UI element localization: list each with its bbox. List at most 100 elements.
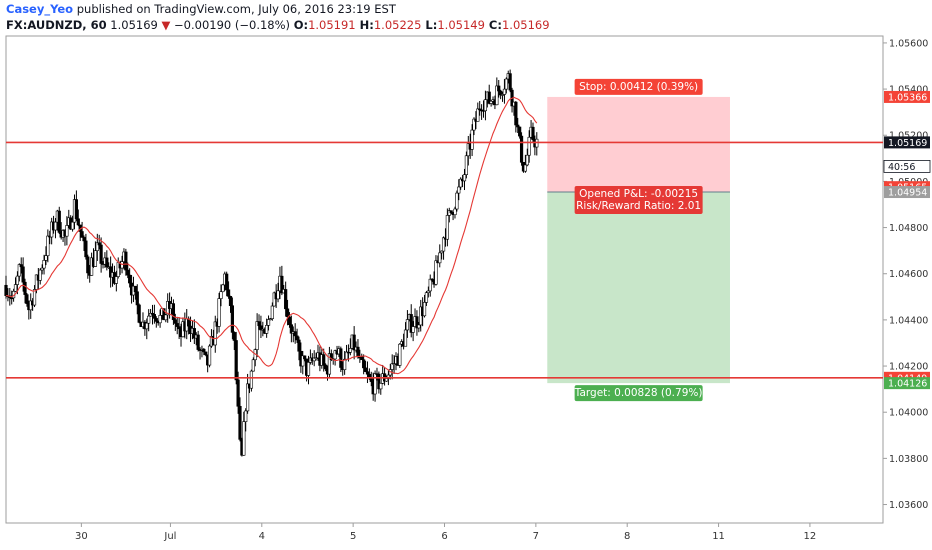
candle-body [466,143,470,157]
candle-body [219,291,223,299]
price-tag-box [883,160,931,173]
header-line-1: Casey_Yeo published on TradingView.com, … [6,2,396,16]
price-tag-box [884,377,930,390]
author-link[interactable]: Casey_Yeo [6,2,74,16]
candle-body [508,73,512,91]
candle-body [516,124,520,128]
candle-body [502,88,507,95]
candle-body [202,348,206,353]
horizontal-lines[interactable] [6,141,883,379]
candle-body [379,383,383,390]
candle-body [434,260,438,285]
y-tick-label: 1.03600 [889,500,928,511]
candle-body [411,326,415,333]
candle-body [268,318,273,320]
candle-body [13,284,18,292]
y-tick-label: 1.05400 [889,85,928,96]
candle-body [32,289,37,306]
candle-body [523,164,527,172]
candle-body [525,154,529,166]
candle-body [453,208,457,216]
position-zones[interactable] [547,96,730,384]
chart-header: Casey_Yeo published on TradingView.com, … [0,0,880,34]
candle-body [457,186,461,194]
candle-body [173,319,177,324]
candle-body [226,289,231,297]
candle-body [270,305,274,319]
close-key: C: [484,18,502,32]
candle-body [249,370,254,389]
published-text: published on TradingView.com, July 06, 2… [73,2,396,16]
target-label-box [574,385,703,402]
candle-body [314,357,318,360]
candle-body [373,373,377,395]
candle-body [390,363,394,370]
candle-body [531,126,535,141]
x-tick-label: Jul [163,531,176,542]
candle-body [495,85,499,106]
candle-body [255,321,259,350]
price-tag-box [884,90,930,103]
candle-body [266,319,271,326]
candle-body [476,108,480,122]
price-tag-label: 40:56 [888,162,915,173]
candle-body [426,290,430,293]
ma-line [6,96,538,375]
candle-body [441,237,446,252]
candle-body [293,331,297,337]
y-tick-label: 1.04800 [889,223,928,234]
candle-body [504,78,508,90]
candle-body [82,237,86,242]
price-tag-label: 1.05169 [888,138,927,149]
candle-body [398,343,402,366]
candle-body [409,314,413,333]
y-tick-label: 1.04000 [889,408,928,419]
candle-body [327,353,332,375]
stop-label-text: Stop: 0.00412 (0.39%) [579,81,698,93]
candle-body [109,266,113,278]
candle-body [99,244,103,264]
target-label-text: Target: 0.00828 (0.79%) [574,387,703,399]
price-tag-box [884,136,930,149]
candle-body [259,325,263,331]
candle-body [518,126,522,137]
candle-body [38,269,42,281]
candle-body [34,274,39,290]
candle-body [527,136,531,156]
candle-body [287,316,292,325]
candle-body [343,358,347,371]
low-key: L: [421,18,438,32]
header-line-2: FX:AUDNZD, 60 1.05169 ▼ −0.00190 (−0.18%… [6,18,550,32]
candle-body [221,284,225,293]
candle-body [244,410,248,422]
price-tag-label: 1.04126 [888,379,927,390]
candle-body [415,316,419,329]
candle-body [17,264,21,277]
candle-body [124,251,128,271]
symbol-label[interactable]: FX:AUDNZD, 60 [6,18,107,32]
y-tick-label: 1.05200 [889,131,928,142]
candle-body [15,275,20,285]
candle-body [276,290,280,300]
candle-body [289,324,293,334]
candle-body [236,379,240,407]
candle-body [333,350,337,360]
candle-body [356,346,360,358]
candle-body [352,334,356,351]
candle-body [339,348,343,368]
candle-body [487,91,491,104]
candle-body [428,278,432,292]
price-axis: 1.03600 1.03800 1.04000 1.04200 1.04400 1.046… [883,38,928,511]
candle-body [150,312,155,315]
candle-body [207,345,212,366]
candle-body [462,174,467,182]
candle-body [424,292,429,303]
candle-body [489,100,493,104]
low-value: 1.05149 [437,18,485,32]
candle-body [242,421,246,456]
candle-body [145,322,149,330]
candle-body [126,269,130,276]
candle-body [363,367,368,372]
candle-body [10,297,14,300]
